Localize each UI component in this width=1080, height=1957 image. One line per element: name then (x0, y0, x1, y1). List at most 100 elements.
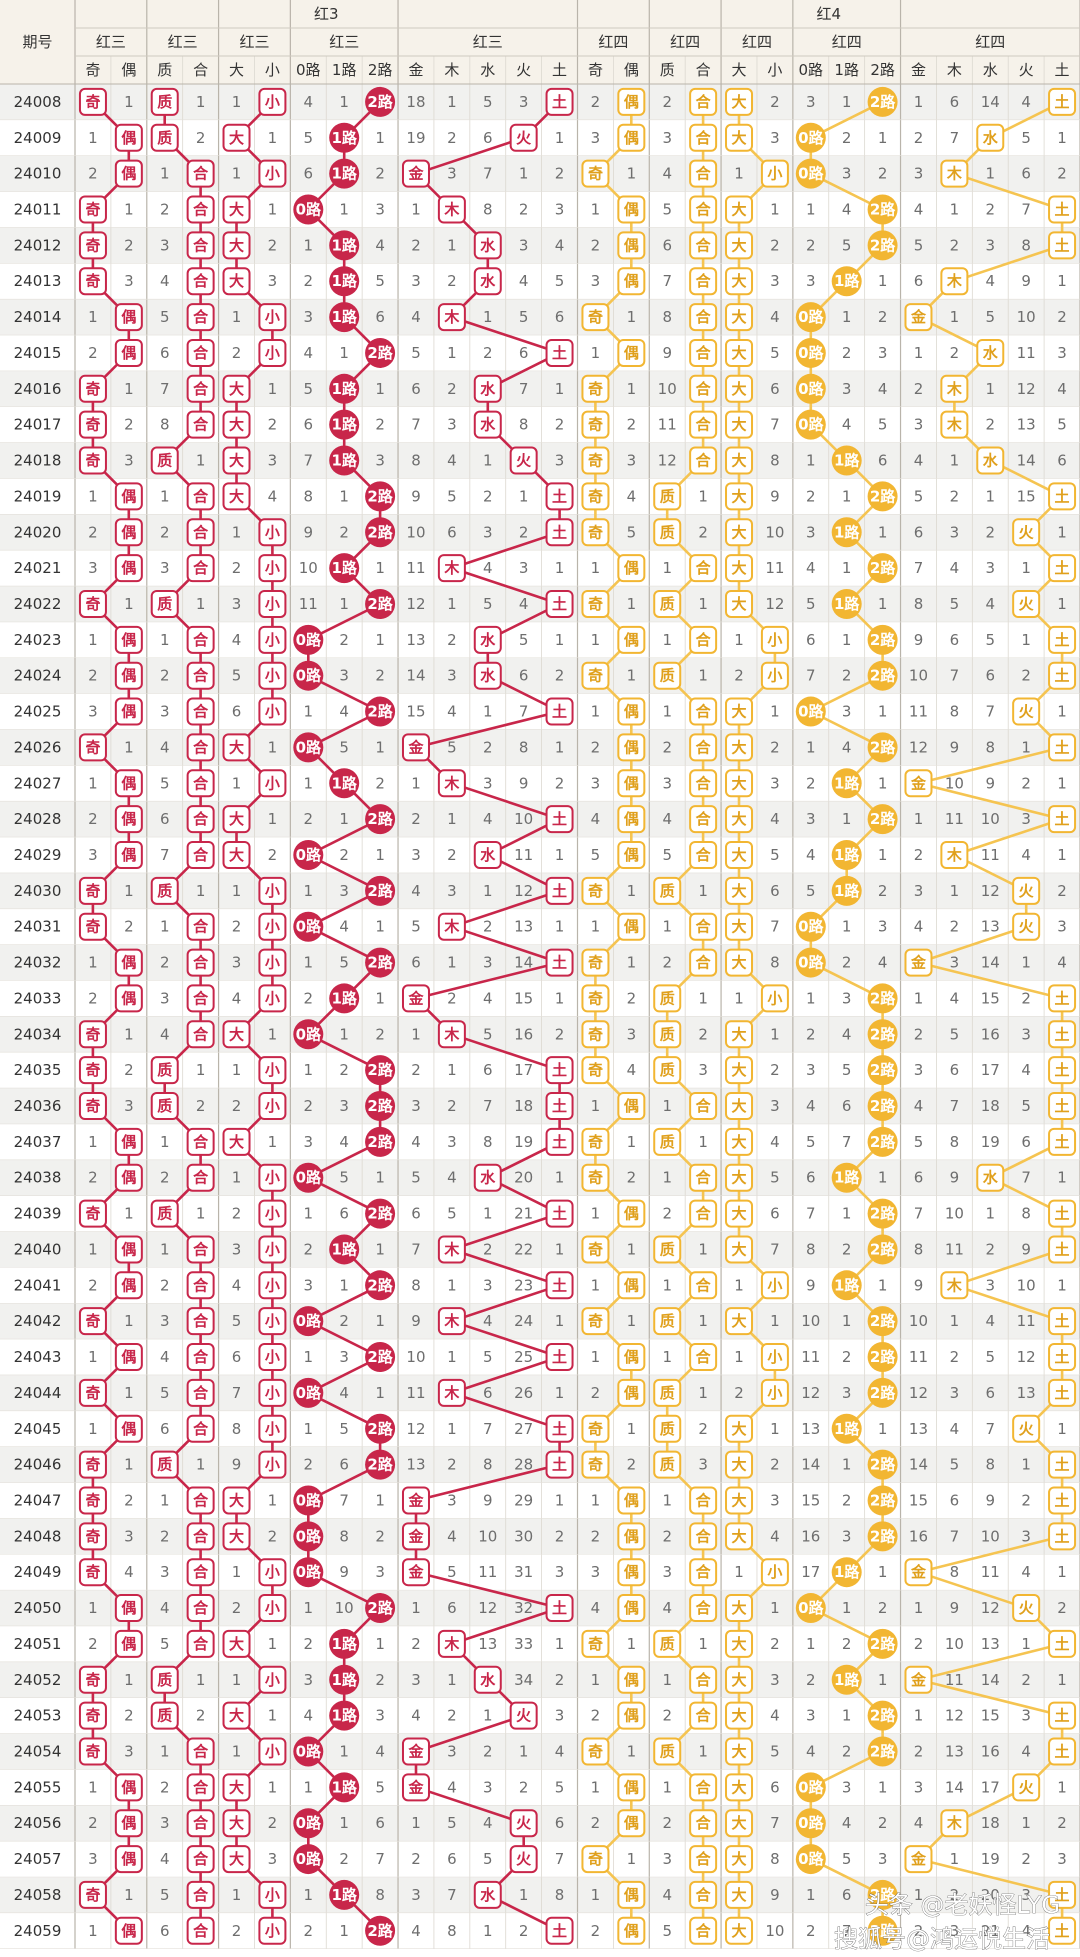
hit-label: 偶 (624, 631, 639, 649)
hit-label: 合 (192, 631, 209, 649)
hit-label: 木 (443, 1635, 460, 1653)
miss-count: 1 (985, 1205, 995, 1223)
hit-label: 2路 (870, 201, 896, 219)
hit-label: 合 (192, 1348, 209, 1366)
miss-count: 2 (770, 236, 780, 254)
hit-marker (689, 303, 718, 332)
miss-count: 4 (483, 989, 493, 1007)
miss-count: 10 (765, 1922, 784, 1940)
hit-label: 大 (732, 595, 747, 613)
column-title: 大 (229, 61, 244, 79)
miss-count: 7 (160, 380, 170, 398)
hit-marker (114, 303, 143, 332)
hit-label: 土 (552, 1133, 567, 1151)
miss-count: 1 (662, 1097, 672, 1115)
miss-count: 1 (160, 165, 170, 183)
hit-marker (760, 159, 789, 188)
hit-marker (437, 912, 466, 941)
hit-marker (867, 1019, 898, 1050)
miss-count: 2 (878, 1814, 888, 1832)
hit-label: 水 (480, 272, 496, 290)
hit-label: 合 (695, 165, 712, 183)
miss-count: 1 (734, 1348, 744, 1366)
miss-count: 8 (375, 1886, 385, 1904)
miss-count: 1 (375, 631, 385, 649)
miss-count: 1 (878, 703, 888, 721)
hit-label: 1路 (834, 882, 860, 900)
period-cell: 24015 (14, 344, 62, 362)
miss-count: 6 (950, 1061, 960, 1079)
hit-marker (114, 840, 143, 869)
miss-count: 5 (806, 882, 816, 900)
hit-label: 2路 (870, 559, 896, 577)
miss-count: 1 (1057, 1420, 1067, 1438)
hit-label: 小 (265, 954, 280, 972)
hit-label: 2路 (870, 1205, 896, 1223)
miss-count: 1 (232, 1671, 242, 1689)
hit-label: 0路 (798, 344, 824, 362)
hit-label: 质 (157, 1707, 172, 1725)
hit-label: 偶 (624, 810, 639, 828)
hit-label: 水 (480, 667, 496, 685)
hit-marker (114, 661, 143, 690)
hit-marker (689, 805, 718, 834)
miss-count: 4 (662, 1599, 672, 1617)
miss-count: 11 (1017, 344, 1036, 362)
hit-marker (725, 303, 754, 332)
hit-label: 合 (695, 129, 712, 147)
hit-label: 金 (407, 1563, 424, 1581)
hit-label: 奇 (85, 1886, 100, 1904)
miss-count: 1 (1021, 559, 1031, 577)
hit-label: 大 (229, 487, 244, 505)
miss-count: 5 (842, 1061, 852, 1079)
hit-label: 大 (229, 452, 244, 470)
hit-marker (293, 1306, 324, 1337)
hit-marker (725, 518, 754, 547)
miss-count: 6 (339, 1456, 349, 1474)
miss-count: 19 (981, 1850, 1000, 1868)
miss-count: 6 (770, 380, 780, 398)
hit-marker (186, 303, 215, 332)
miss-count: 1 (447, 236, 457, 254)
hit-label: 1路 (331, 165, 357, 183)
hit-label: 大 (229, 236, 244, 254)
miss-count: 2 (1021, 1491, 1031, 1509)
hit-marker (222, 482, 251, 511)
trend-line (235, 100, 274, 1931)
hit-marker (581, 159, 610, 188)
hit-marker (1048, 984, 1077, 1013)
miss-count: 1 (698, 1133, 708, 1151)
miss-count: 3 (339, 667, 349, 685)
miss-count: 1 (124, 882, 134, 900)
hit-marker (186, 195, 215, 224)
hit-label: 土 (1055, 559, 1070, 577)
hit-label: 奇 (588, 1133, 603, 1151)
hit-label: 0路 (296, 1850, 322, 1868)
hit-label: 合 (192, 1384, 209, 1402)
miss-count: 1 (662, 1491, 672, 1509)
miss-count: 1 (88, 487, 98, 505)
miss-count: 3 (447, 1133, 457, 1151)
hit-label: 小 (265, 703, 280, 721)
miss-count: 4 (339, 1384, 349, 1402)
miss-count: 4 (339, 1133, 349, 1151)
miss-count: 3 (304, 308, 314, 326)
hit-label: 2路 (870, 738, 896, 756)
hit-marker (1048, 733, 1077, 762)
miss-count: 3 (339, 1348, 349, 1366)
hit-label: 偶 (624, 1922, 639, 1940)
miss-count: 4 (411, 1922, 421, 1940)
miss-count: 4 (914, 452, 924, 470)
hit-label: 小 (265, 523, 280, 541)
subgroup-title: 红四 (598, 33, 628, 51)
hit-label: 火 (1019, 1599, 1035, 1617)
hit-marker (186, 554, 215, 583)
miss-count: 1 (985, 380, 995, 398)
hit-marker (689, 123, 718, 152)
miss-count: 5 (339, 954, 349, 972)
hit-label: 小 (265, 1240, 280, 1258)
hit-label: 金 (910, 954, 927, 972)
hit-label: 大 (229, 1778, 244, 1796)
hit-label: 0路 (296, 1563, 322, 1581)
miss-count: 5 (806, 1133, 816, 1151)
